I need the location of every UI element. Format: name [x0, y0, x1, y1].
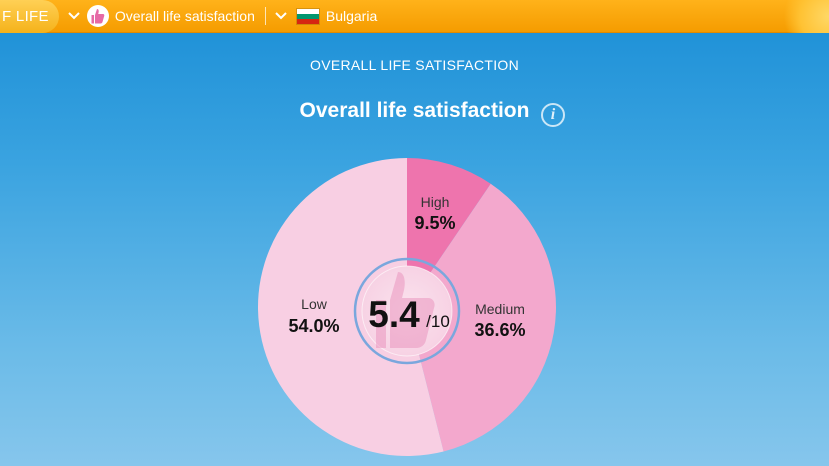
- thumb-up-icon: [86, 5, 109, 27]
- chevron-down-icon[interactable]: [274, 9, 288, 23]
- slice-label-high: High: [421, 194, 450, 210]
- chevron-down-icon[interactable]: [67, 9, 81, 23]
- center-disc: [361, 265, 453, 357]
- center-badge: 5.4 /10: [353, 257, 461, 365]
- pie-slice-medium[interactable]: [407, 183, 556, 452]
- slice-label-medium: Medium: [475, 301, 525, 317]
- pie-slice-high[interactable]: [407, 158, 491, 307]
- breadcrumb-divider: [264, 7, 266, 25]
- top-navigation-bar: F LIFE Overall life satisfaction Bulgari…: [0, 0, 829, 33]
- breadcrumb-topic[interactable]: Overall life satisfaction: [114, 8, 255, 24]
- section-title: OVERALL LIFE SATISFACTION: [310, 57, 519, 73]
- topbar-decoration: [767, 0, 829, 33]
- breadcrumb-home[interactable]: F LIFE: [0, 0, 59, 33]
- slice-value-high: 9.5%: [414, 213, 455, 233]
- breadcrumb-country[interactable]: Bulgaria: [325, 8, 378, 24]
- center-ring: [353, 257, 461, 365]
- chart-title: Overall life satisfaction: [299, 99, 530, 122]
- breadcrumb-home-label: F LIFE: [2, 7, 49, 25]
- center-score: 5.4: [368, 294, 420, 335]
- info-icon[interactable]: i: [541, 103, 565, 127]
- slice-value-medium: 36.6%: [474, 320, 525, 340]
- bulgaria-flag-icon: [295, 7, 320, 25]
- slice-label-low: Low: [301, 296, 328, 312]
- slice-value-low: 54.0%: [288, 316, 339, 336]
- center-scale: /10: [426, 312, 450, 331]
- thumb-up-icon: [376, 272, 435, 348]
- pie-slice-low[interactable]: [258, 158, 444, 457]
